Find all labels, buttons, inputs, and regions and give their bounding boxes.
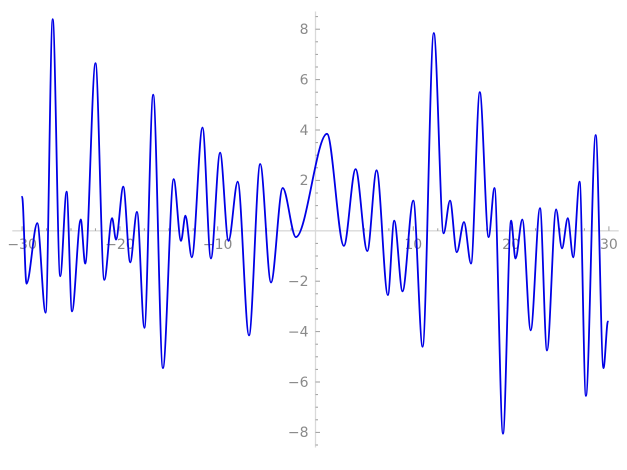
y-tick-label: 6 bbox=[300, 72, 309, 88]
x-tick-label: −10 bbox=[203, 237, 233, 253]
x-tick-label: 30 bbox=[600, 237, 618, 253]
y-tick-label: −4 bbox=[288, 324, 309, 340]
function-curve bbox=[21, 18, 609, 435]
x-tick-label: −30 bbox=[7, 237, 37, 253]
y-tick-label: 4 bbox=[300, 123, 309, 139]
y-tick-label: 2 bbox=[300, 173, 309, 189]
y-tick-label: −6 bbox=[288, 375, 309, 391]
y-tick-label: −8 bbox=[288, 425, 309, 441]
y-tick-label: −2 bbox=[288, 274, 309, 290]
y-tick-label: 8 bbox=[300, 22, 309, 38]
x-tick-label: 20 bbox=[502, 237, 520, 253]
